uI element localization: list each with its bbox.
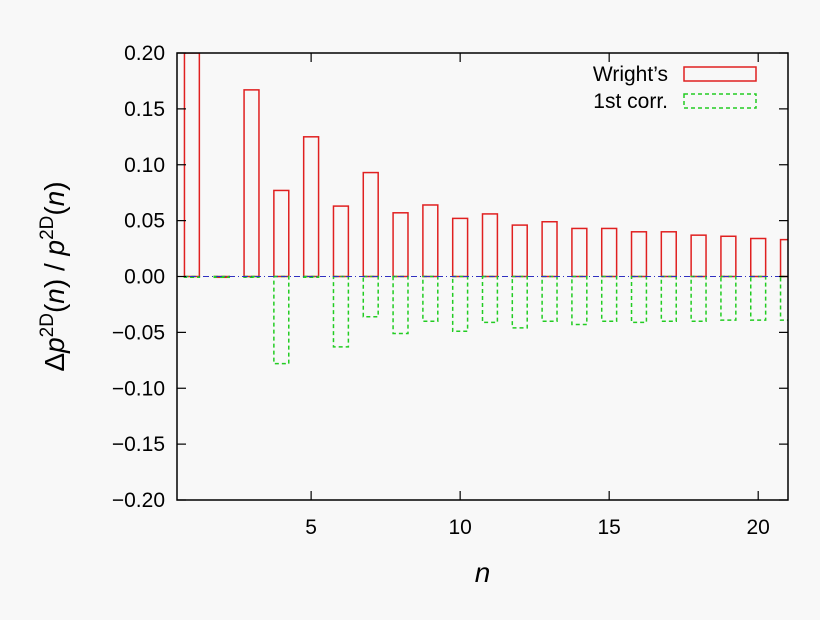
legend: Wright’s 1st corr.	[593, 63, 757, 113]
y-axis-title-part: p	[39, 337, 70, 354]
y-tick-label: 0.00	[124, 266, 165, 289]
y-tick-label: −0.20	[112, 489, 165, 512]
y-tick-label: 0.15	[124, 98, 165, 121]
y-axis-title-part: )	[39, 279, 70, 288]
y-axis-title-part: (	[39, 303, 70, 313]
bar-2-n14	[571, 275, 588, 326]
bar-2-n13	[541, 275, 558, 322]
x-tick-label: 10	[448, 516, 471, 539]
y-tick-label: −0.10	[112, 377, 165, 400]
x-tick-label: 20	[747, 516, 770, 539]
y-tick-label: 0.05	[124, 210, 165, 233]
bar-2-n17	[660, 275, 677, 322]
legend-label-1: Wright’s	[593, 63, 668, 86]
bar-2-n9	[422, 275, 439, 322]
bar-2-n6	[332, 275, 350, 348]
y-axis-title: Δp2D(n) / p2D(n)	[37, 181, 70, 371]
x-tick-label: 15	[597, 516, 620, 539]
x-tick-label: 5	[305, 516, 317, 539]
y-axis-title-part: /	[39, 255, 70, 278]
ticks-layer: 0.20 0.15 0.10 0.05 0.00 −0.05 −0.10 −0.15 −0.20…	[112, 42, 788, 539]
bar-2-n10	[451, 275, 469, 333]
y-tick-label: 0.10	[124, 154, 165, 177]
y-tick-label: 0.20	[124, 42, 165, 65]
y-axis-title-part: )	[39, 181, 70, 190]
x-axis-title: n	[475, 557, 491, 588]
y-axis-title-part: Δ	[39, 353, 70, 372]
y-axis-title-part: 2D	[37, 216, 58, 240]
y-axis-title-part: n	[39, 288, 70, 304]
legend-swatch-2	[683, 93, 757, 109]
bar-2-n7	[362, 275, 379, 318]
y-axis-title-part: 2D	[37, 313, 58, 337]
legend-label-2: 1st corr.	[593, 90, 668, 113]
y-axis-title-part: (	[39, 206, 70, 216]
legend-swatch-1	[683, 66, 757, 82]
y-tick-label: −0.05	[112, 321, 165, 344]
y-tick-label: −0.15	[112, 433, 165, 456]
plot-frame	[176, 52, 789, 501]
bar-2-n16	[630, 275, 648, 324]
y-axis-title-part: p	[39, 240, 70, 257]
y-axis-title-part: n	[39, 191, 70, 207]
